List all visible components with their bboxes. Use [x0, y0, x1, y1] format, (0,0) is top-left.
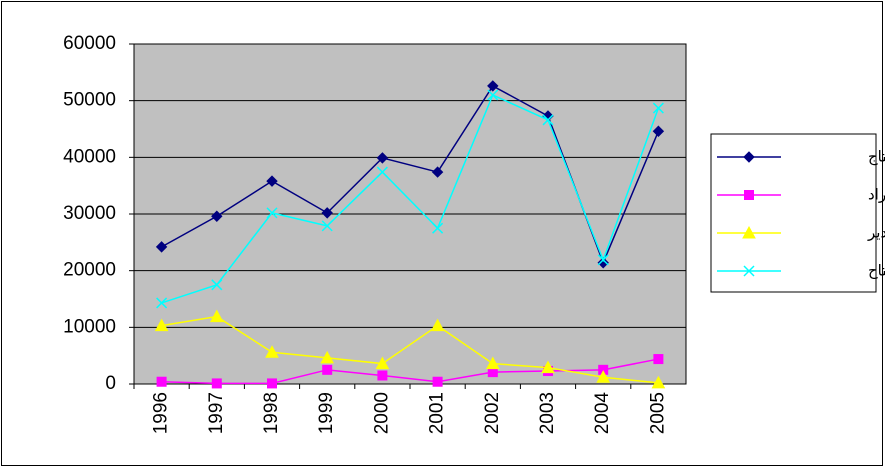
point: [377, 370, 388, 381]
point: [154, 318, 169, 332]
series-line: [161, 315, 659, 384]
point: [211, 378, 222, 389]
x-tick-label: 2003: [537, 392, 558, 434]
point: [487, 80, 499, 92]
legend-marker: [742, 225, 756, 239]
point: [596, 370, 611, 383]
point: [211, 279, 223, 291]
point: [321, 220, 333, 232]
legend-marker: [743, 151, 755, 163]
x-tick-label: 2000: [371, 392, 392, 434]
legend-marker: [744, 190, 754, 200]
point: [209, 309, 224, 323]
y-tick-label: 40000: [63, 146, 116, 167]
x-tick-label: 2002: [482, 392, 503, 434]
x-tick-label: 1998: [261, 392, 282, 434]
point: [597, 254, 609, 266]
point: [597, 257, 609, 269]
point: [156, 297, 168, 309]
point: [321, 207, 333, 219]
point: [432, 222, 444, 234]
point: [651, 375, 666, 389]
x-tick-label: 2001: [427, 392, 448, 434]
y-tick-label: 20000: [63, 260, 116, 281]
point: [542, 114, 554, 126]
point: [156, 376, 167, 387]
point: [652, 102, 664, 114]
point: [267, 378, 277, 389]
series-line: [161, 93, 660, 304]
point: [376, 166, 388, 178]
point: [652, 125, 665, 137]
point: [322, 364, 333, 375]
point: [432, 376, 443, 387]
point: [266, 175, 278, 187]
point: [375, 356, 390, 370]
point: [487, 89, 499, 101]
legend-label: التصدير: [867, 224, 885, 242]
x-tick-label: 2005: [647, 392, 668, 434]
legend: [710, 133, 877, 293]
legend-label: الاستيراد: [868, 186, 885, 204]
x-tick-label: 2004: [592, 392, 613, 435]
point: [653, 354, 664, 365]
y-tick-label: 30000: [63, 203, 116, 224]
point: [485, 356, 500, 370]
x-tick-label: 1997: [206, 392, 227, 434]
point: [211, 210, 223, 222]
y-tick-label: 10000: [63, 316, 116, 337]
point: [431, 166, 444, 178]
point: [266, 207, 278, 219]
point: [376, 152, 389, 164]
x-tick-label: 1999: [316, 392, 337, 434]
y-tick-label: 0: [105, 373, 116, 394]
point: [320, 350, 335, 364]
legend-marker: [743, 265, 755, 277]
point: [430, 318, 445, 332]
legend-label: المتاح: [868, 262, 885, 280]
legend-label: الانتاج: [868, 148, 885, 167]
y-tick-label: 50000: [63, 90, 116, 111]
point: [541, 360, 555, 374]
point: [155, 241, 168, 253]
series-line: [161, 358, 659, 385]
point: [265, 345, 279, 358]
y-tick-label: 60000: [63, 33, 116, 54]
x-tick-label: 1996: [151, 392, 172, 434]
